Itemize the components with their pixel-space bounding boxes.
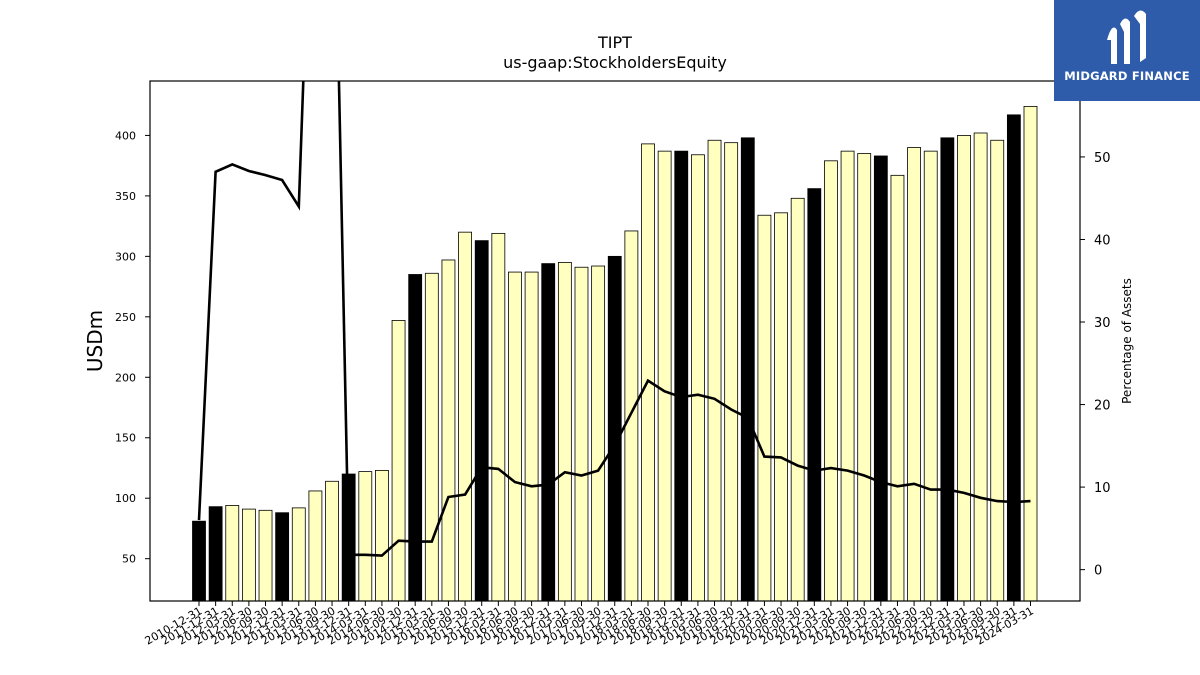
bar-2018-06-30 [641, 143, 655, 602]
bar-2021-06-30 [840, 150, 855, 602]
bar-2017-06-30 [574, 266, 589, 602]
bar-2019-03-31 [691, 154, 705, 602]
bar-2018-12-31 [674, 150, 689, 602]
bar-2015-09-30 [458, 231, 472, 602]
bar-2022-12-31 [940, 137, 955, 602]
y-tick-label: 250 [115, 311, 136, 324]
bar-2012-06-30 [241, 508, 256, 602]
bar-2014-12-31 [408, 274, 423, 602]
bar-2016-06-30 [508, 271, 522, 602]
bar-2015-06-30 [441, 259, 456, 602]
bar-2011-12-31 [208, 506, 223, 602]
bar-2016-03-31 [491, 232, 506, 602]
y2-tick-label: 30 [1094, 316, 1111, 331]
bar-2021-12-31 [873, 155, 888, 602]
bar-series [192, 105, 1038, 602]
y2-tick-label: 10 [1094, 481, 1111, 496]
y2-tick-label: 50 [1094, 151, 1111, 166]
bar-2019-09-30 [724, 142, 739, 602]
y-tick-label: 300 [115, 250, 136, 263]
chart-title: TIPT [597, 33, 632, 52]
bar-2013-03-31 [291, 507, 306, 602]
y-axis-left: 50 100 150 200 250 300 350 400 [115, 129, 150, 566]
logo-text: MIDGARD FINANCE [1064, 69, 1190, 83]
bar-2023-03-31 [957, 135, 971, 602]
bar-2014-09-30 [391, 320, 406, 602]
y2-axis-label: Percentage of Assets [1120, 278, 1134, 404]
bar-2018-09-30 [657, 150, 672, 602]
pct-of-assets-line [197, 81, 1031, 557]
y-axis-label: USDm [83, 310, 107, 372]
bar-2022-06-30 [907, 147, 921, 602]
y-tick-label: 150 [115, 432, 136, 445]
bar-2017-12-31 [607, 255, 622, 602]
y-tick-label: 100 [115, 492, 136, 505]
bar-2020-06-30 [774, 212, 788, 602]
bar-2021-03-31 [824, 160, 838, 602]
bar-2017-03-31 [557, 261, 572, 602]
bar-2015-12-31 [474, 240, 489, 602]
bar-2023-09-30 [990, 139, 1005, 602]
bar-2015-03-31 [424, 272, 439, 602]
y2-tick-label: 20 [1094, 399, 1111, 414]
bar-2014-03-31 [358, 471, 373, 602]
y-tick-label: 50 [122, 553, 136, 566]
midgard-finance-logo: MIDGARD FINANCE [1054, 0, 1200, 101]
bar-2010-12-31 [192, 520, 206, 602]
bar-2012-09-30 [258, 509, 273, 602]
bar-2020-09-30 [790, 197, 805, 602]
pct-of-assets-line-layer [197, 81, 1031, 557]
bar-2016-09-30 [524, 271, 539, 602]
y-axis-right: 0 10 20 30 40 50 [1080, 151, 1111, 579]
bar-2012-12-31 [275, 512, 290, 602]
bar-2021-09-30 [857, 153, 872, 602]
y-tick-label: 350 [115, 190, 136, 203]
bar-2013-09-30 [325, 480, 339, 602]
bar-2017-09-30 [591, 265, 606, 602]
bar-2023-12-31 [1006, 114, 1021, 602]
bar-2022-03-31 [890, 174, 905, 602]
chart-subtitle: us-gaap:StockholdersEquity [503, 53, 727, 72]
bar-2014-06-30 [375, 469, 389, 602]
bar-2020-12-31 [807, 188, 822, 602]
bar-2019-06-30 [707, 139, 722, 602]
x-axis: 2010-12-312011-12-312012-03-312012-06-30… [143, 601, 1036, 648]
bar-2022-09-30 [923, 150, 938, 602]
bar-2012-03-31 [225, 505, 240, 602]
y-tick-label: 200 [115, 371, 136, 384]
bar-2016-12-31 [541, 263, 556, 602]
midgard-logo-icon [1107, 10, 1146, 65]
bar-2024-03-31 [1023, 105, 1038, 602]
y-tick-label: 400 [115, 129, 136, 142]
bar-2023-06-30 [973, 132, 988, 602]
bar-2019-12-31 [740, 137, 755, 602]
bar-2018-03-31 [624, 230, 639, 602]
bar-2020-03-31 [757, 214, 772, 602]
y2-tick-label: 0 [1094, 564, 1102, 579]
y2-tick-label: 40 [1094, 233, 1111, 248]
bar-2013-06-30 [308, 490, 323, 602]
